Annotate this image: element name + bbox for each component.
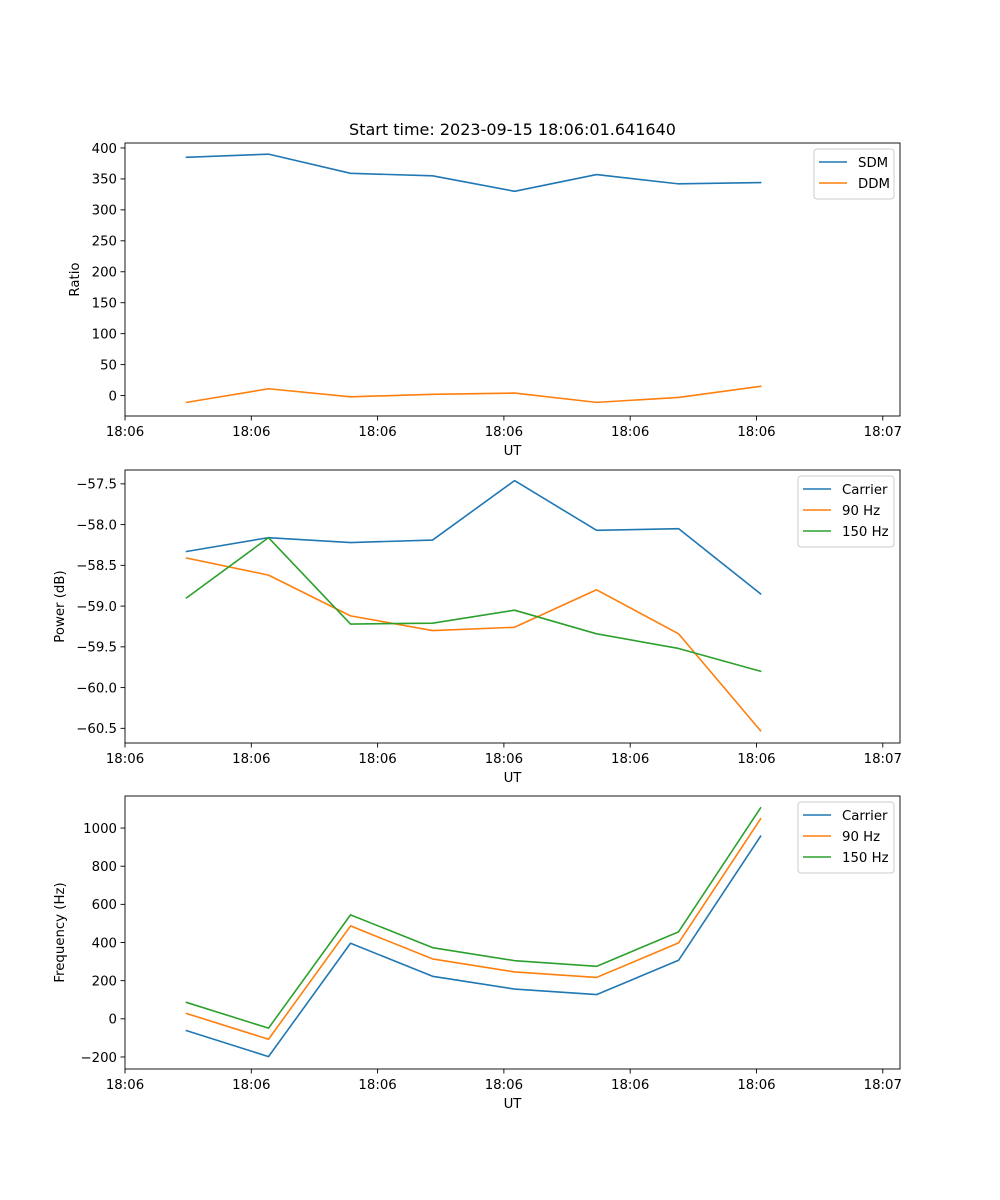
y-axis-label: Power (dB): [53, 570, 68, 642]
y-tick-label: 200: [92, 974, 117, 989]
x-tick-label: 18:06: [106, 425, 144, 440]
y-tick-label: 0: [109, 389, 117, 404]
y-tick-label: 0: [109, 1013, 117, 1028]
y-axis-label: Frequency (Hz): [53, 882, 68, 982]
y-tick-label: 50: [100, 358, 117, 373]
legend: Carrier 90 Hz 150 Hz: [797, 475, 895, 548]
legend-entry: SDM: [858, 156, 888, 171]
legend-entry: Carrier: [842, 483, 888, 498]
x-axis-label: UT: [504, 444, 523, 459]
x-tick-label: 18:06: [485, 425, 523, 440]
legend-entry: Carrier: [842, 809, 888, 824]
x-tick-label: 18:06: [485, 1078, 523, 1093]
series-line-90-hz: [185, 557, 762, 732]
y-tick-label: 150: [92, 297, 117, 312]
y-tick-label: 400: [92, 142, 117, 157]
subplot-power: 18:06 18:06 18:06 18:06 18:06 18:06 18:07 −60.5…: [53, 469, 902, 786]
legend: SDM DDM: [813, 148, 895, 200]
x-tick-label: 18:06: [611, 1078, 649, 1093]
y-tick-label: −60.5: [76, 722, 117, 737]
y-tick-label: 400: [92, 936, 117, 951]
y-axis-label: Ratio: [68, 262, 83, 296]
y-tick-label: 1000: [83, 822, 117, 837]
subplot-ratio: Start time: 2023-09-15 18:06:01.641640 18…: [68, 120, 902, 459]
axes-frame: [124, 795, 901, 1070]
y-tick-label: 200: [92, 266, 117, 281]
x-axis-label: UT: [504, 771, 523, 786]
y-tick-label: 350: [92, 173, 117, 188]
x-tick-label: 18:06: [232, 752, 270, 767]
legend-entry: 150 Hz: [842, 851, 889, 866]
y-tick-label: −60.0: [76, 681, 117, 696]
y-tick-label: 100: [92, 327, 117, 342]
legend: Carrier 90 Hz 150 Hz: [797, 801, 895, 874]
legend-box: [797, 475, 895, 548]
y-tick-label: 600: [92, 898, 117, 913]
x-tick-label: 18:06: [737, 425, 775, 440]
x-tick-label: 18:06: [485, 752, 523, 767]
x-tick-label: 18:06: [358, 425, 396, 440]
x-tick-label: 18:06: [106, 752, 144, 767]
x-axis-label: UT: [504, 1097, 523, 1112]
x-tick-label: 18:06: [232, 425, 270, 440]
x-tick-label: 18:06: [737, 752, 775, 767]
y-tick-label: 800: [92, 860, 117, 875]
y-tick-label: −59.5: [76, 641, 117, 656]
x-tick-label: 18:07: [864, 752, 902, 767]
series-line-150-hz: [185, 536, 762, 673]
x-tick-label: 18:07: [864, 425, 902, 440]
axes-frame: [124, 142, 901, 417]
series-line-carrier: [185, 835, 762, 1058]
legend-entry: DDM: [858, 177, 890, 192]
series-line-sdm: [185, 153, 762, 193]
series-line-150-hz: [185, 806, 762, 1029]
y-tick-label: 300: [92, 204, 117, 219]
y-tick-label: −58.0: [76, 518, 117, 533]
subplot-frequency: 18:06 18:06 18:06 18:06 18:06 18:06 18:07 −200 0…: [53, 795, 902, 1112]
legend-entry: 90 Hz: [842, 830, 880, 845]
x-tick-label: 18:06: [106, 1078, 144, 1093]
series-line-ddm: [185, 385, 762, 404]
series-line-carrier: [185, 479, 762, 595]
x-tick-label: 18:06: [232, 1078, 270, 1093]
y-tick-label: −57.5: [76, 478, 117, 493]
x-tick-label: 18:06: [611, 752, 649, 767]
legend-entry: 150 Hz: [842, 525, 889, 540]
x-tick-label: 18:06: [737, 1078, 775, 1093]
x-tick-label: 18:06: [611, 425, 649, 440]
y-tick-label: −58.5: [76, 559, 117, 574]
chart-title: Start time: 2023-09-15 18:06:01.641640: [349, 120, 676, 139]
legend-entry: 90 Hz: [842, 504, 880, 519]
y-tick-label: −200: [80, 1051, 117, 1066]
x-tick-label: 18:06: [358, 1078, 396, 1093]
y-tick-label: −59.0: [76, 600, 117, 615]
x-tick-label: 18:07: [864, 1078, 902, 1093]
series-line-90-hz: [185, 817, 762, 1041]
x-tick-label: 18:06: [358, 752, 396, 767]
legend-box: [797, 801, 895, 874]
y-tick-label: 250: [92, 235, 117, 250]
